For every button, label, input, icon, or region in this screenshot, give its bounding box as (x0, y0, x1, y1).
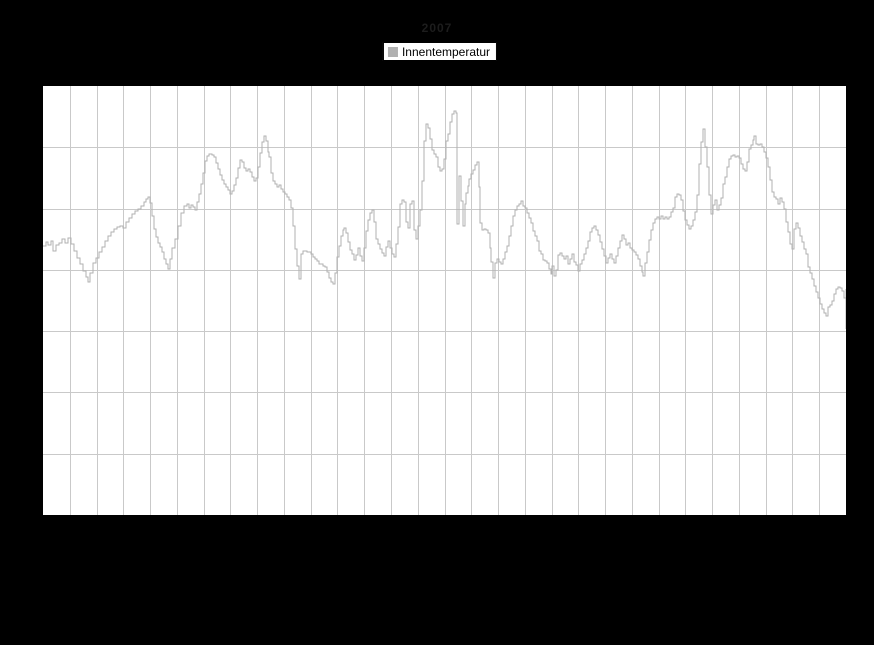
chart-title: 2007 (421, 21, 453, 35)
legend-swatch-icon (387, 46, 398, 57)
legend-series-label: Innentemperatur (401, 44, 491, 59)
step-line-chart (43, 86, 846, 515)
plot-area (42, 85, 847, 516)
series-innentemperatur-line (43, 110, 846, 329)
gridlines (43, 86, 846, 515)
legend: Innentemperatur (382, 42, 498, 61)
